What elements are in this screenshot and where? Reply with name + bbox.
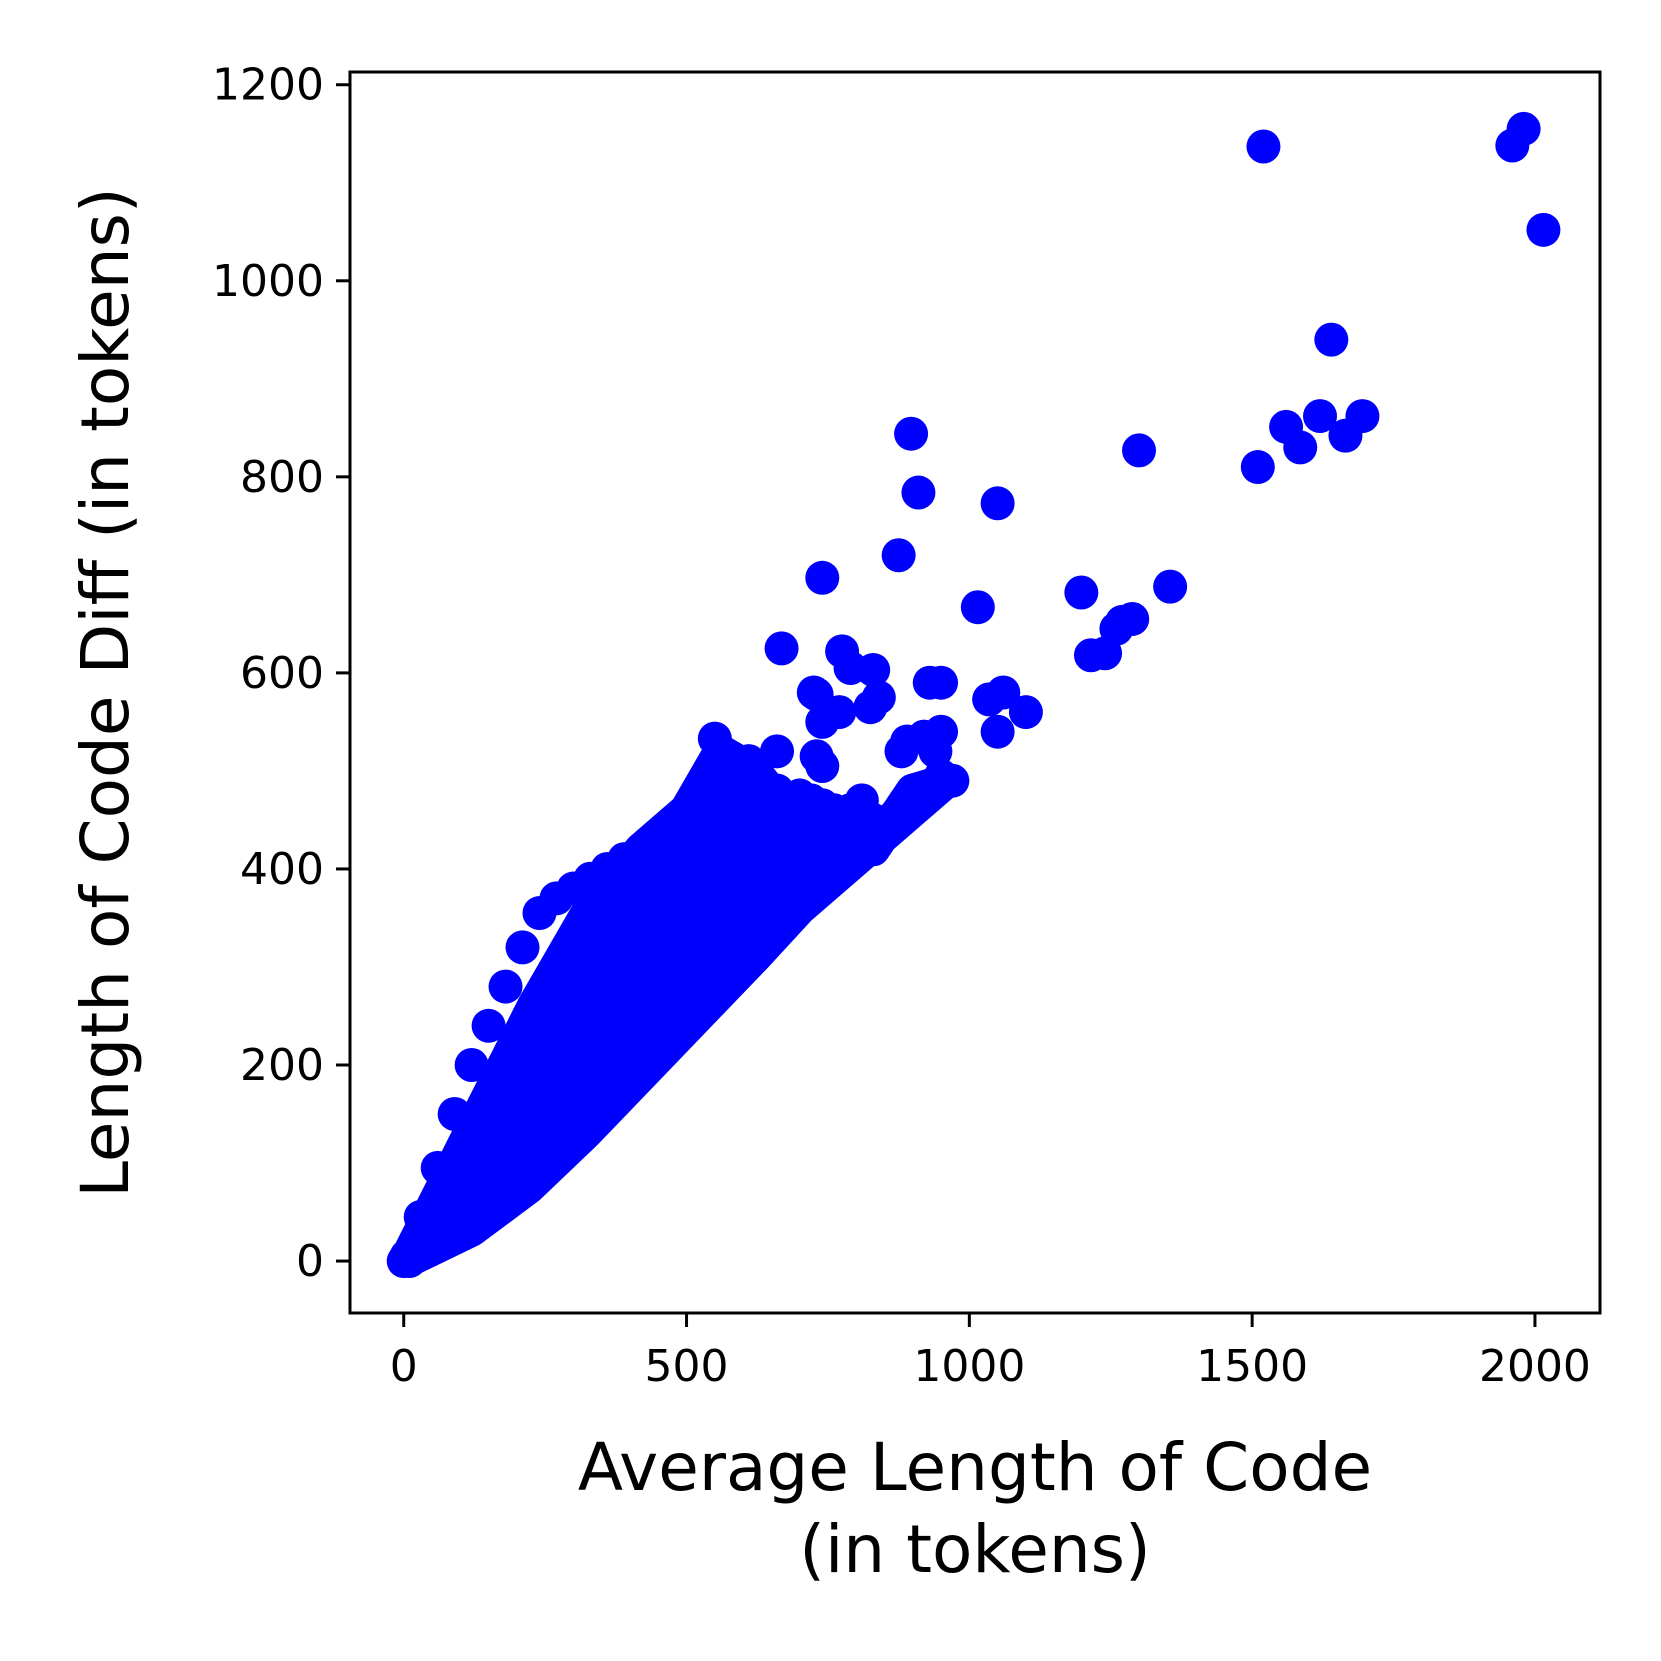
data-point	[894, 416, 929, 451]
x-axis-title-line-2: (in tokens)	[799, 1511, 1151, 1588]
y-tick-label: 200	[240, 1040, 324, 1091]
plot-frame	[348, 70, 1602, 1315]
x-tick-label: 500	[645, 1341, 729, 1392]
data-point	[901, 475, 936, 510]
x-axis-ticks: 0 500 1000 1500 2000	[390, 1313, 1591, 1392]
data-point	[980, 714, 1015, 749]
data-point	[1246, 129, 1281, 164]
data-point	[1345, 399, 1380, 434]
data-point	[697, 721, 732, 756]
data-point	[935, 763, 970, 798]
data-point	[1526, 212, 1561, 247]
data-point	[1303, 399, 1338, 434]
data-point	[986, 675, 1021, 710]
data-point	[805, 749, 840, 784]
data-point	[1506, 111, 1541, 146]
data-point	[907, 719, 942, 754]
x-tick-label: 0	[390, 1341, 418, 1392]
data-point	[1314, 322, 1349, 357]
data-point	[403, 1199, 438, 1234]
data-point	[1008, 695, 1043, 730]
data-point	[1115, 601, 1150, 636]
y-tick-label: 1000	[212, 256, 324, 307]
data-point	[881, 538, 916, 573]
data-point	[471, 1008, 506, 1043]
y-axis-ticks: 0 200 400 600 800 1000 1200	[212, 60, 350, 1287]
x-tick-label: 1500	[1196, 1341, 1308, 1392]
data-point	[437, 1097, 472, 1132]
data-point	[1240, 450, 1275, 485]
x-tick-label: 2000	[1479, 1341, 1591, 1392]
scatter-points	[389, 111, 1561, 1279]
data-point	[420, 1150, 455, 1185]
x-axis-title-line-1: Average Length of Code	[578, 1429, 1372, 1506]
data-point	[488, 969, 523, 1004]
y-tick-label: 1200	[212, 60, 324, 111]
data-point	[799, 677, 834, 712]
data-point	[856, 652, 891, 687]
data-point	[924, 665, 959, 700]
y-tick-label: 0	[296, 1236, 324, 1287]
x-tick-label: 1000	[913, 1341, 1025, 1392]
y-tick-label: 400	[240, 844, 324, 895]
data-point	[505, 930, 540, 965]
data-point	[1153, 569, 1188, 604]
data-point	[960, 590, 995, 625]
data-point	[980, 486, 1015, 521]
data-point	[805, 560, 840, 595]
data-point	[760, 734, 795, 769]
data-point	[392, 1244, 427, 1279]
y-tick-label: 800	[240, 452, 324, 503]
data-point	[1122, 433, 1157, 468]
data-point	[764, 631, 799, 666]
data-point	[805, 704, 840, 739]
y-tick-label: 600	[240, 648, 324, 699]
data-point	[720, 763, 755, 798]
y-axis-title: Length of Code Diff (in tokens)	[67, 187, 144, 1197]
data-point	[1064, 575, 1099, 610]
data-point	[1283, 430, 1318, 465]
data-point	[853, 690, 888, 725]
data-point	[454, 1047, 489, 1082]
